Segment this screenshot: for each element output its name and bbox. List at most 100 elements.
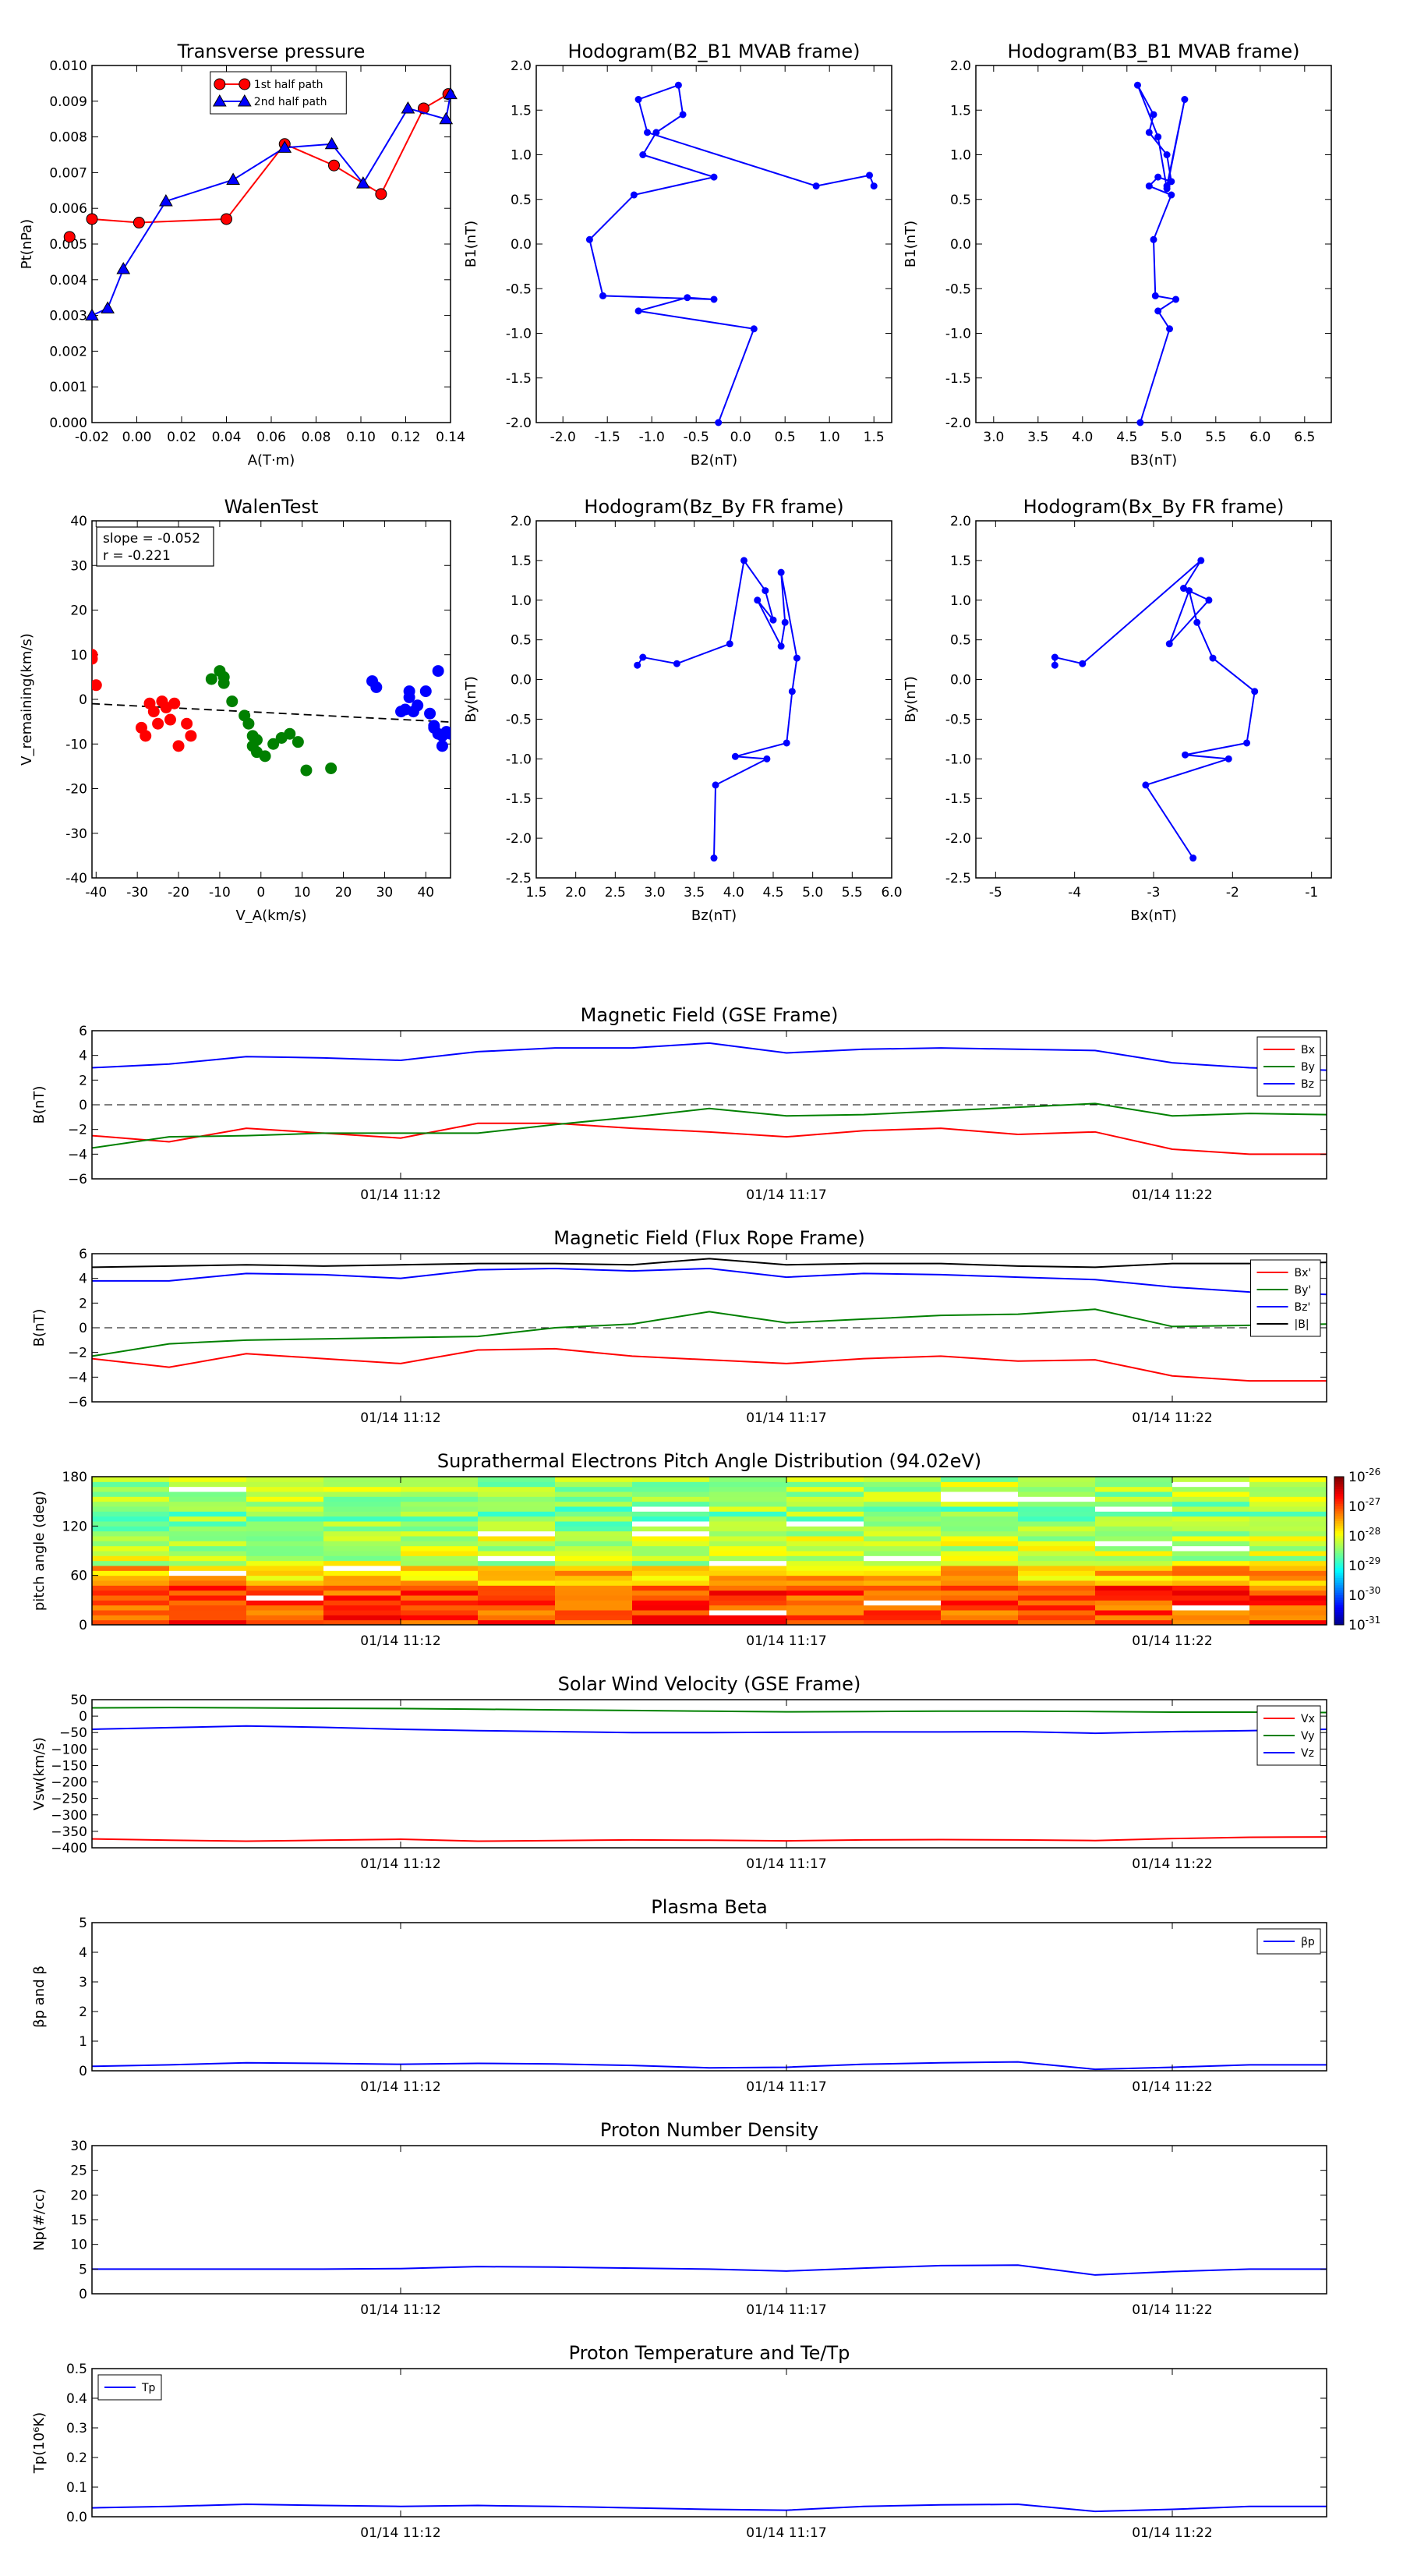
chart-title: Hodogram(Bz_By FR frame) <box>584 496 843 518</box>
heatmap-cell <box>941 1560 1019 1566</box>
series-0-point <box>777 642 785 650</box>
heatmap-cell <box>864 1566 942 1571</box>
series-0-point <box>710 295 718 303</box>
y-tick-label: 2.0 <box>511 58 532 74</box>
colorbar-frame <box>1334 1476 1345 1626</box>
heatmap-cell <box>401 1595 479 1601</box>
heatmap-cell <box>323 1566 401 1571</box>
colorbar: 10-26 10-27 10-28 10-29 10-30 10-31 <box>1334 1467 1380 1633</box>
heatmap-cell <box>632 1501 710 1507</box>
heatmap-cell <box>632 1570 710 1576</box>
heatmap-cell <box>709 1501 787 1507</box>
heatmap-cell <box>786 1477 864 1482</box>
legend-marker <box>239 78 251 90</box>
y-tick-label: 0.008 <box>49 130 87 146</box>
heatmap-cell <box>555 1551 633 1556</box>
y-tick-label: 0.001 <box>49 380 87 395</box>
chart-title: Proton Number Density <box>600 2119 818 2141</box>
series-0-point <box>1150 235 1157 243</box>
colorbar-step <box>1334 1605 1344 1608</box>
y-tick-label: -2.0 <box>506 416 532 431</box>
heatmap-cell <box>632 1545 710 1552</box>
heatmap-cell <box>709 1595 787 1601</box>
heatmap-cell <box>709 1615 787 1621</box>
colorbar-step <box>1334 1573 1344 1576</box>
heatmap-cell <box>1095 1570 1173 1576</box>
y-tick-label: -0.5 <box>945 281 971 297</box>
scatter-point <box>172 740 185 752</box>
legend-item: |B| <box>1256 1318 1309 1331</box>
series-0-point <box>1079 660 1087 667</box>
heatmap-cell <box>632 1610 710 1615</box>
series-0-point <box>599 292 606 299</box>
y-axis-label: B(nT) <box>31 1309 48 1347</box>
heatmap-cell <box>786 1551 864 1556</box>
series-0-point <box>788 688 796 695</box>
series-1-point <box>444 87 458 100</box>
heatmap-cell <box>864 1541 942 1547</box>
heatmap-cell <box>1018 1477 1096 1482</box>
heatmap-cell <box>709 1526 787 1532</box>
beta-axes-frame <box>91 1922 1327 2072</box>
heatmap-cell <box>864 1580 942 1586</box>
x-tick-label: 01/14 11:12 <box>360 1187 440 1203</box>
series-0-point <box>684 294 691 302</box>
heatmap-cell <box>1172 1566 1250 1571</box>
scatter-point <box>259 750 271 763</box>
heatmap-cell <box>169 1570 247 1576</box>
heatmap-cell <box>401 1615 479 1621</box>
heatmap-cell <box>1249 1615 1327 1621</box>
series-0 <box>636 558 798 858</box>
heatmap-cell <box>323 1541 401 1547</box>
heatmap-cell <box>92 1496 170 1502</box>
scatter-point <box>419 685 432 698</box>
heatmap-cell <box>478 1536 556 1541</box>
series-0-point <box>1205 596 1213 604</box>
heatmap-cell <box>1095 1580 1173 1586</box>
heatmap-cell <box>1172 1610 1250 1615</box>
series-0-point <box>783 739 790 747</box>
heatmap-cell <box>1249 1526 1327 1532</box>
x-tick-label: 1.5 <box>864 430 885 445</box>
y-tick-label: −400 <box>51 1841 87 1856</box>
heatmap-cell <box>941 1477 1019 1482</box>
x-tick-label: 01/14 11:22 <box>1132 2525 1212 2541</box>
series-0-point <box>781 618 789 626</box>
heatmap-cell <box>1095 1605 1173 1611</box>
heatmap-cell <box>632 1486 710 1492</box>
series-0-point <box>1150 111 1157 119</box>
scatter-point <box>432 665 444 678</box>
heatmap-cell <box>323 1496 401 1502</box>
heatmap-cell <box>786 1560 864 1566</box>
heatmap-cell <box>1095 1610 1173 1615</box>
heatmap-cell <box>1018 1501 1096 1507</box>
heatmap-cell <box>1249 1501 1327 1507</box>
heatmap-cell <box>786 1491 864 1497</box>
heatmap-cell <box>323 1605 401 1611</box>
heatmap-cell <box>864 1501 942 1507</box>
legend-item: Vx <box>1263 1713 1315 1725</box>
heatmap-cell <box>1249 1521 1327 1527</box>
colorbar-step <box>1334 1511 1344 1514</box>
heatmap-cell <box>555 1516 633 1522</box>
legend: Tp <box>97 2374 162 2401</box>
y-tick-label: 50 <box>70 1693 87 1708</box>
heatmap-cell <box>1172 1541 1250 1547</box>
series-0-point <box>715 419 723 426</box>
x-tick-label: 01/14 11:17 <box>746 2525 826 2541</box>
x-tick-label: 3.0 <box>983 430 1004 445</box>
heatmap-cell <box>941 1555 1019 1562</box>
heatmap-cell <box>1095 1506 1173 1512</box>
y-tick-label: -1.5 <box>506 371 532 387</box>
series-Tp <box>92 2503 1327 2513</box>
heatmap-cell <box>555 1496 633 1502</box>
scatter-point <box>92 653 98 665</box>
y-tick-label: 30 <box>70 558 87 574</box>
heatmap-cell <box>1018 1521 1096 1527</box>
scatter-point <box>436 740 448 752</box>
scatter-point <box>292 736 304 748</box>
x-tick-label: 2.5 <box>605 885 626 901</box>
series-Vz <box>92 1725 1327 1735</box>
heatmap-cell <box>786 1541 864 1547</box>
heatmap-cell <box>1095 1501 1173 1507</box>
